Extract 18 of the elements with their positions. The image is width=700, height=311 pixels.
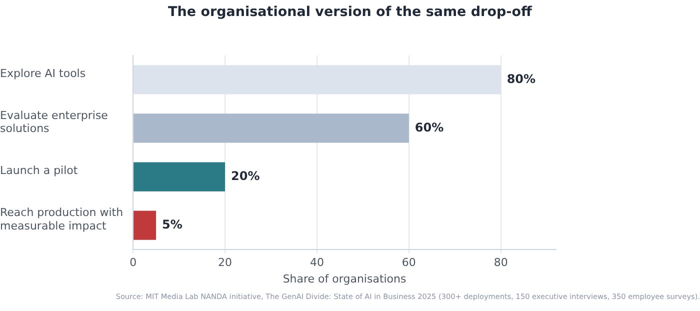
- x-tick-label: 40: [310, 256, 324, 270]
- chart-title: The organisational version of the same drop-off: [167, 4, 533, 20]
- y-tick-label: Launch a pilot: [0, 164, 78, 178]
- x-tick-label: 60: [402, 256, 416, 270]
- y-tick-label: Evaluate enterprise solutions: [0, 108, 108, 136]
- bar: [134, 162, 226, 192]
- y-tick-label: Explore AI tools: [0, 67, 86, 80]
- x-tick-label: 20: [218, 256, 232, 270]
- x-tick-label: 80: [494, 256, 508, 270]
- bar: [134, 210, 156, 240]
- data-label: 5%: [162, 217, 182, 232]
- data-label: 20%: [231, 168, 260, 183]
- data-label: 80%: [506, 72, 536, 86]
- x-tick-label: 0: [130, 256, 137, 270]
- x-axis-title: Share of organisations: [282, 272, 407, 286]
- data-label: 60%: [414, 120, 444, 134]
- y-tick-label: Reach production with measurable impact: [0, 206, 124, 232]
- bar: [134, 114, 409, 143]
